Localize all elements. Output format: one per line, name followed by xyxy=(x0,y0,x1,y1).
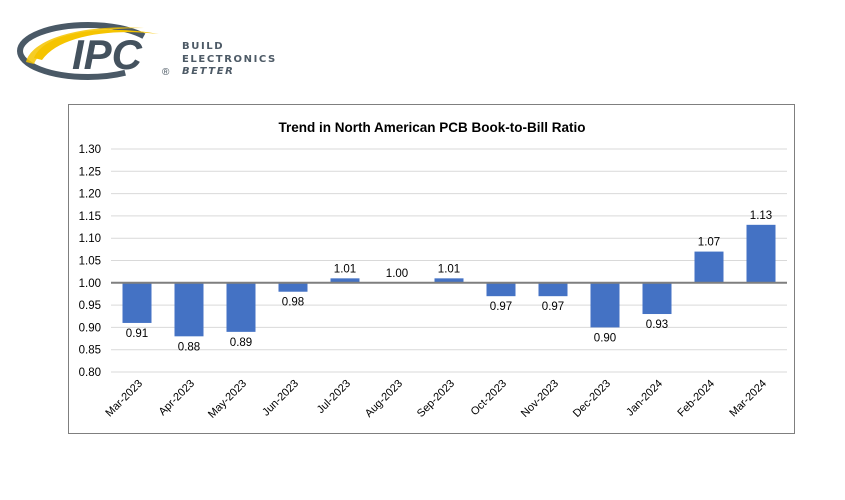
x-tick-label: Dec-2023 xyxy=(571,378,613,420)
y-tick-label: 0.90 xyxy=(79,322,101,334)
bar xyxy=(278,282,308,292)
tagline-line-3: BETTER xyxy=(182,66,235,77)
data-label: 1.07 xyxy=(698,237,720,249)
x-tick-label: Nov-2023 xyxy=(519,378,561,420)
bar xyxy=(226,282,256,332)
y-tick-label: 1.05 xyxy=(79,256,101,268)
ipc-logo: IPC ® BUILD ELECTRONICS BETTER xyxy=(14,18,275,82)
bar xyxy=(538,282,568,297)
ipc-wordmark: IPC xyxy=(72,31,143,78)
data-labels: 0.91 0.88 0.89 0.98 1.01 1.00 1.01 0.97 0.97 0.90… xyxy=(126,210,772,354)
data-label: 0.93 xyxy=(646,319,668,331)
logo-tagline: BUILD ELECTRONICS BETTER xyxy=(182,41,277,79)
y-tick-label: 1.20 xyxy=(79,189,101,201)
x-tick-label: Feb-2024 xyxy=(675,378,717,420)
y-axis: 0.80 0.85 0.90 0.95 1.00 1.05 1.10 1.15 1.20 1.25… xyxy=(79,144,101,379)
data-label: 1.13 xyxy=(750,210,772,222)
data-label: 0.98 xyxy=(282,297,304,309)
data-label: 1.01 xyxy=(334,263,356,275)
data-label: 0.88 xyxy=(178,341,200,353)
bar xyxy=(642,282,672,315)
chart-title: Trend in North American PCB Book-to-Bill… xyxy=(278,120,585,135)
y-tick-label: 0.85 xyxy=(79,345,101,357)
tagline-line-2: ELECTRONICS xyxy=(182,53,277,65)
data-label: 0.89 xyxy=(230,337,252,349)
x-tick-label: Sep-2023 xyxy=(415,378,457,420)
x-tick-label: Mar-2023 xyxy=(103,378,145,420)
x-tick-label: Mar-2024 xyxy=(727,378,769,420)
x-axis: Mar-2023 Apr-2023 May-2023 Jun-2023 Jul-2023… xyxy=(103,378,769,421)
y-tick-label: 1.25 xyxy=(79,166,101,178)
data-label: 1.01 xyxy=(438,263,460,275)
y-tick-label: 1.10 xyxy=(79,233,101,245)
bar xyxy=(746,224,776,283)
bar xyxy=(122,282,152,323)
y-tick-label: 1.00 xyxy=(79,278,101,290)
y-tick-label: 1.30 xyxy=(79,144,101,156)
y-tick-label: 1.15 xyxy=(79,211,101,223)
book-to-bill-chart: Trend in North American PCB Book-to-Bill… xyxy=(79,120,787,421)
chart-frame: Trend in North American PCB Book-to-Bill… xyxy=(68,104,795,434)
data-label: 0.91 xyxy=(126,328,148,340)
bars xyxy=(122,224,776,337)
data-label: 0.90 xyxy=(594,332,616,344)
x-tick-label: Jun-2023 xyxy=(260,378,301,419)
x-tick-label: Jan-2024 xyxy=(624,378,665,419)
tagline-line-1: BUILD xyxy=(182,41,225,52)
ipc-logo-mark: IPC ® xyxy=(17,22,170,80)
gridlines xyxy=(111,148,787,373)
bar xyxy=(434,278,464,283)
bar xyxy=(694,251,724,283)
bar xyxy=(174,282,204,337)
data-label: 0.97 xyxy=(490,301,512,313)
data-label: 0.97 xyxy=(542,301,564,313)
x-tick-label: May-2023 xyxy=(206,378,249,421)
registered-mark: ® xyxy=(162,67,170,78)
x-tick-label: Oct-2023 xyxy=(469,378,509,418)
bar xyxy=(486,282,516,297)
x-tick-label: Apr-2023 xyxy=(157,378,197,418)
bar xyxy=(330,278,360,283)
bar xyxy=(590,282,620,328)
x-tick-label: Aug-2023 xyxy=(363,378,405,420)
y-tick-label: 0.95 xyxy=(79,300,101,312)
y-tick-label: 0.80 xyxy=(79,367,101,379)
data-label: 1.00 xyxy=(386,268,408,280)
x-tick-label: Jul-2023 xyxy=(315,378,353,416)
